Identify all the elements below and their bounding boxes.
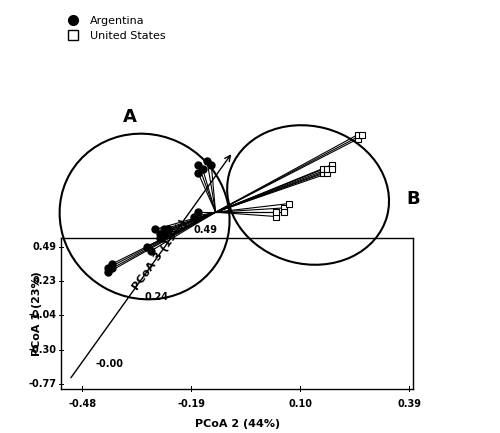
Text: -0.04: -0.04	[28, 310, 56, 320]
Text: -0.30: -0.30	[28, 345, 56, 355]
Text: PCoA 2 (44%): PCoA 2 (44%)	[194, 419, 280, 429]
Text: 0.49: 0.49	[194, 225, 218, 235]
Text: 0.39: 0.39	[397, 399, 421, 409]
Text: B: B	[406, 190, 420, 207]
Text: -0.48: -0.48	[68, 399, 96, 409]
Text: 0.49: 0.49	[32, 242, 56, 252]
Text: -0.00: -0.00	[96, 359, 124, 369]
Text: 0.24: 0.24	[144, 292, 169, 302]
Text: PCoA 1 (23%): PCoA 1 (23%)	[32, 271, 42, 355]
Legend: Argentina, United States: Argentina, United States	[58, 11, 170, 46]
Text: -0.77: -0.77	[28, 379, 56, 389]
Text: 0.10: 0.10	[288, 399, 312, 409]
Text: -0.19: -0.19	[177, 399, 205, 409]
Text: PCoA 3 (19%): PCoA 3 (19%)	[131, 217, 189, 292]
Text: A: A	[122, 108, 136, 126]
Text: 0.23: 0.23	[32, 276, 56, 286]
